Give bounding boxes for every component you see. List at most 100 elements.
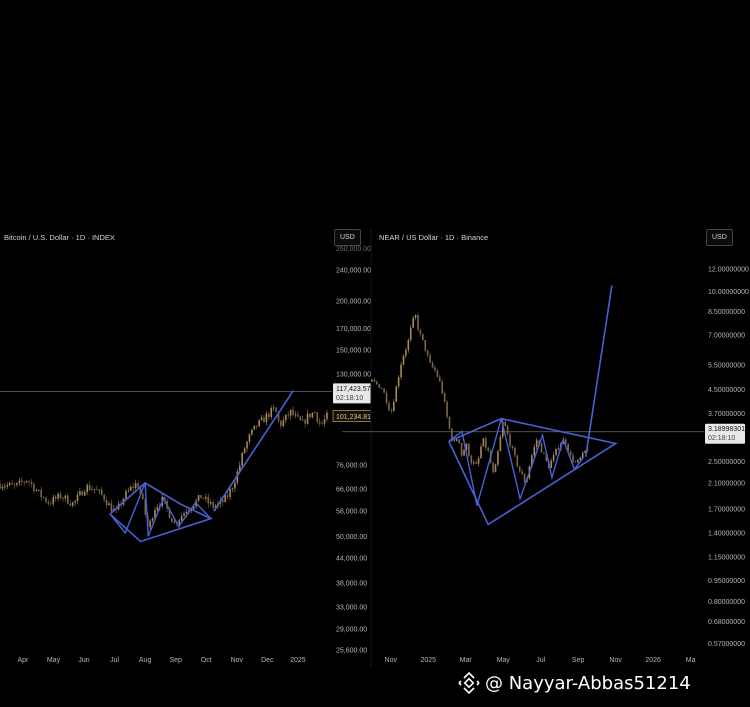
btc-candle <box>13 484 16 486</box>
btc-candle <box>229 488 231 497</box>
near-candle <box>506 425 509 435</box>
btc-candle <box>272 407 275 409</box>
binance-logo-icon <box>458 672 480 694</box>
btc-candle <box>16 483 18 485</box>
near-candle <box>436 370 439 377</box>
btc-trend-line <box>213 390 295 512</box>
near-candle <box>555 448 557 456</box>
btc-candle <box>33 483 35 491</box>
near-x-tick-label: Nov <box>385 657 398 664</box>
btc-candle <box>20 480 23 483</box>
btc-candle <box>71 502 74 506</box>
near-candle <box>475 462 477 464</box>
btc-candle <box>91 489 93 491</box>
near-candle <box>441 381 444 394</box>
near-candle <box>572 454 574 463</box>
near-crosshair-badge <box>705 423 745 444</box>
near-currency-button[interactable]: USD <box>706 229 733 246</box>
btc-candle <box>316 412 319 422</box>
near-x-tick-label: 2025 <box>420 657 436 664</box>
btc-candle <box>289 409 292 416</box>
near-candle <box>487 447 490 452</box>
near-chart-title: NEAR / US Dollar · 1D · Binance <box>379 233 489 242</box>
near-candle <box>405 350 407 356</box>
btc-candle <box>314 412 316 414</box>
btc-candle <box>173 522 176 523</box>
btc-candle <box>224 495 227 502</box>
btc-candle <box>40 489 42 498</box>
btc-y-tick-label: 76,000.00 <box>336 463 367 470</box>
btc-candle <box>243 448 246 454</box>
near-candle <box>424 340 427 351</box>
near-candle <box>412 317 414 328</box>
watermark-text: @ Nayyar-Abbas51214 <box>485 672 691 694</box>
near-pattern-zigzag <box>448 418 585 506</box>
near-candle <box>516 455 519 467</box>
btc-candle <box>231 488 234 490</box>
btc-candle <box>151 518 154 521</box>
near-y-tick-label: 8.50000000 <box>708 309 745 316</box>
btc-candle <box>212 502 214 508</box>
btc-candle <box>263 417 265 423</box>
btc-candle <box>76 494 79 501</box>
btc-candle <box>79 491 81 495</box>
btc-candle <box>321 423 323 425</box>
btc-candle <box>309 413 311 418</box>
btc-candle <box>129 486 132 491</box>
btc-candle <box>134 483 137 489</box>
near-candle <box>439 376 441 382</box>
btc-candle <box>81 491 84 496</box>
near-candle <box>567 443 569 452</box>
near-candle <box>388 402 390 411</box>
btc-candle <box>234 482 236 489</box>
near-y-tick-label: 7.00000000 <box>708 333 745 340</box>
btc-x-tick-label: Jul <box>110 657 119 664</box>
near-candle <box>455 439 458 441</box>
btc-candle <box>207 496 210 504</box>
near-candle <box>521 471 523 475</box>
btc-y-tick-label: 29,000.00 <box>336 626 367 633</box>
near-x-tick-label: 2026 <box>645 657 661 664</box>
near-candle <box>581 452 584 458</box>
btc-candle <box>222 500 224 502</box>
btc-x-tick-label: Apr <box>17 657 29 664</box>
near-candle <box>422 333 424 341</box>
btc-y-tick-label: 130,000.00 <box>336 372 371 379</box>
btc-candle <box>277 411 280 421</box>
near-candle <box>472 462 475 464</box>
near-y-tick-label: 2.10000000 <box>708 481 745 488</box>
btc-candle <box>200 495 202 499</box>
btc-candle <box>127 490 130 492</box>
near-candle <box>402 355 405 365</box>
btc-crosshair-price: 117,423.57 <box>336 386 371 393</box>
near-y-tick-label: 1.40000000 <box>708 530 745 537</box>
btc-candle <box>18 480 21 484</box>
near-candle <box>586 449 589 451</box>
btc-candle <box>156 507 159 511</box>
near-candle <box>497 451 499 465</box>
btc-candle <box>52 497 55 504</box>
btc-candle <box>30 481 33 484</box>
btc-candle <box>205 496 207 499</box>
near-candle <box>463 450 465 456</box>
btc-candle <box>88 485 91 491</box>
near-candle <box>458 439 460 443</box>
btc-candle <box>45 497 47 502</box>
btc-currency-button[interactable]: USD <box>334 229 361 246</box>
near-candle <box>485 438 487 448</box>
near-candle <box>577 459 579 463</box>
btc-y-tick-label-clipped: 260,000.00 <box>336 246 371 253</box>
btc-candle <box>86 485 88 493</box>
near-candle <box>453 440 456 442</box>
btc-candle <box>258 420 260 427</box>
near-candle <box>468 443 470 457</box>
near-y-tick-label: 3.70000000 <box>708 411 745 418</box>
near-x-tick-label: Nov <box>609 657 622 664</box>
btc-candle <box>301 419 304 421</box>
near-candle <box>385 392 388 403</box>
btc-y-tick-label: 25,600.00 <box>336 648 367 655</box>
btc-pattern-zigzag <box>109 482 212 537</box>
near-y-tick-label: 1.15000000 <box>708 555 745 562</box>
btc-x-tick-label: 2025 <box>290 657 306 664</box>
